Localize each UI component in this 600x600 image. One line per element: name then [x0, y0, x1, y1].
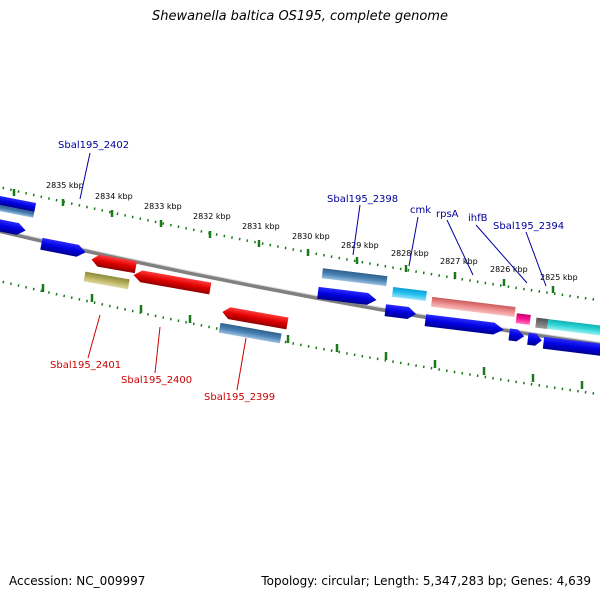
- gene-feature[interactable]: [547, 319, 600, 337]
- scale-label: 2829 kbp: [341, 241, 379, 250]
- scale-label: 2828 kbp: [391, 249, 429, 258]
- upper-tick-track: [0, 185, 600, 302]
- scale-label: 2835 kbp: [46, 181, 84, 190]
- gene-label[interactable]: Sbal195_2400: [121, 375, 192, 386]
- leader-line: [352, 204, 361, 256]
- gene-label[interactable]: Sbal195_2399: [204, 392, 275, 403]
- gene-label[interactable]: Sbal195_2394: [493, 221, 564, 232]
- forward-genes: [0, 195, 600, 357]
- gene-arrow[interactable]: [132, 269, 212, 295]
- gene-arrow[interactable]: [527, 332, 542, 347]
- leader-line: [154, 326, 161, 374]
- gene-arrow[interactable]: [384, 304, 417, 320]
- gene-feature[interactable]: [542, 336, 600, 357]
- lower-major-ticks: [41, 284, 584, 389]
- gene-labels: Sbal195_2402 Sbal195_2398 cmk rpsA ihfB …: [50, 140, 564, 403]
- gene-feature[interactable]: [431, 296, 516, 317]
- gene-feature[interactable]: [391, 286, 427, 302]
- gene-feature[interactable]: [0, 204, 35, 218]
- gene-label[interactable]: Sbal195_2402: [58, 140, 129, 151]
- scale-label: 2833 kbp: [144, 202, 182, 211]
- scale-label: 2826 kbp: [490, 265, 528, 274]
- gene-label[interactable]: rpsA: [436, 209, 459, 220]
- leader-line: [525, 231, 547, 287]
- gene-feature[interactable]: [321, 268, 388, 287]
- label-leaders: [79, 152, 547, 391]
- leader-line: [475, 224, 528, 284]
- topology-text: Topology: circular; Length: 5,347,283 bp…: [261, 574, 591, 588]
- scale-label: 2827 kbp: [440, 257, 478, 266]
- backbone-line: [0, 229, 600, 347]
- scale-label: 2831 kbp: [242, 222, 280, 231]
- backbone-highlight: [0, 228, 600, 343]
- map-title: Shewanella baltica OS195, complete genom…: [152, 9, 448, 24]
- gene-label[interactable]: cmk: [410, 205, 431, 216]
- gene-feature[interactable]: [83, 271, 130, 290]
- gene-arrow[interactable]: [40, 237, 86, 258]
- gene-arrow[interactable]: [0, 217, 27, 236]
- gene-arrow[interactable]: [424, 314, 505, 336]
- scale-label: 2834 kbp: [95, 192, 133, 201]
- gene-label[interactable]: ihfB: [468, 213, 488, 224]
- scale-label: 2830 kbp: [292, 232, 330, 241]
- leader-line: [408, 216, 419, 267]
- gene-arrow[interactable]: [317, 286, 377, 306]
- leader-line: [79, 152, 91, 200]
- scale-label: 2825 kbp: [540, 273, 578, 282]
- gene-arrow[interactable]: [508, 328, 525, 343]
- leader-line: [87, 314, 101, 359]
- scale-label: 2832 kbp: [193, 212, 231, 221]
- gene-label[interactable]: Sbal195_2398: [327, 194, 398, 205]
- gene-feature[interactable]: [535, 317, 549, 330]
- scale-labels: 2835 kbp 2834 kbp 2833 kbp 2832 kbp 2831…: [46, 181, 578, 282]
- gene-feature[interactable]: [0, 195, 37, 212]
- leader-line: [236, 337, 247, 391]
- gene-arrow[interactable]: [91, 254, 137, 274]
- accession-text: Accession: NC_009997: [9, 574, 146, 588]
- reverse-genes: [83, 254, 289, 344]
- gene-label[interactable]: Sbal195_2401: [50, 360, 121, 371]
- leader-line: [446, 219, 474, 276]
- gene-feature[interactable]: [218, 322, 282, 344]
- gene-arrow[interactable]: [221, 306, 289, 330]
- upper-major-ticks: [12, 189, 555, 293]
- gene-feature[interactable]: [515, 313, 531, 325]
